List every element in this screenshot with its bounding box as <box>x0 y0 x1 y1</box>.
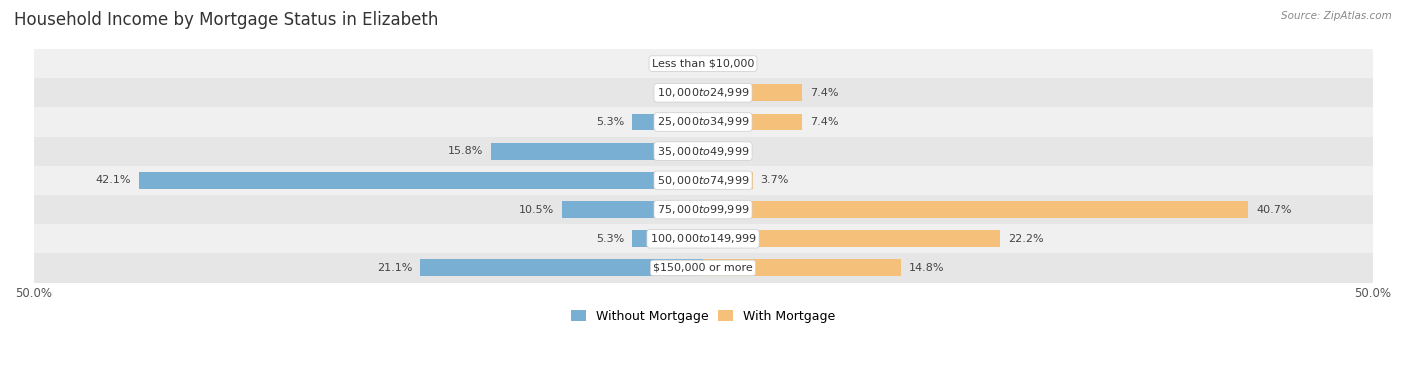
Bar <box>633 113 703 130</box>
Text: $150,000 or more: $150,000 or more <box>654 263 752 273</box>
Text: 0.0%: 0.0% <box>666 88 695 98</box>
Text: $100,000 to $149,999: $100,000 to $149,999 <box>650 232 756 245</box>
Text: 40.7%: 40.7% <box>1256 204 1292 215</box>
Text: 7.4%: 7.4% <box>810 88 838 98</box>
Bar <box>34 195 1372 224</box>
Text: 22.2%: 22.2% <box>1008 234 1043 244</box>
Text: 3.7%: 3.7% <box>761 175 789 185</box>
Text: $25,000 to $34,999: $25,000 to $34,999 <box>657 116 749 129</box>
Bar <box>703 201 1249 218</box>
Text: 10.5%: 10.5% <box>519 204 554 215</box>
Bar <box>34 224 1372 253</box>
Bar <box>703 172 752 189</box>
Text: $10,000 to $24,999: $10,000 to $24,999 <box>657 86 749 99</box>
Bar <box>34 78 1372 107</box>
Bar <box>492 143 703 160</box>
Text: 42.1%: 42.1% <box>96 175 131 185</box>
Text: $50,000 to $74,999: $50,000 to $74,999 <box>657 174 749 187</box>
Bar <box>34 253 1372 282</box>
Bar <box>34 107 1372 136</box>
Text: Source: ZipAtlas.com: Source: ZipAtlas.com <box>1281 11 1392 21</box>
Bar <box>703 259 901 276</box>
Text: 15.8%: 15.8% <box>449 146 484 156</box>
Bar <box>703 230 1000 247</box>
Bar <box>420 259 703 276</box>
Bar <box>633 230 703 247</box>
Text: 0.0%: 0.0% <box>711 146 740 156</box>
Bar <box>703 84 801 101</box>
Text: 14.8%: 14.8% <box>910 263 945 273</box>
Text: 0.0%: 0.0% <box>711 59 740 69</box>
Bar <box>703 113 801 130</box>
Bar <box>34 136 1372 166</box>
Bar <box>139 172 703 189</box>
Bar <box>34 49 1372 78</box>
Bar <box>34 166 1372 195</box>
Legend: Without Mortgage, With Mortgage: Without Mortgage, With Mortgage <box>565 305 841 328</box>
Text: 5.3%: 5.3% <box>596 234 624 244</box>
Text: Household Income by Mortgage Status in Elizabeth: Household Income by Mortgage Status in E… <box>14 11 439 29</box>
Bar <box>562 201 703 218</box>
Text: $75,000 to $99,999: $75,000 to $99,999 <box>657 203 749 216</box>
Text: Less than $10,000: Less than $10,000 <box>652 59 754 69</box>
Text: 7.4%: 7.4% <box>810 117 838 127</box>
Text: 0.0%: 0.0% <box>666 59 695 69</box>
Text: $35,000 to $49,999: $35,000 to $49,999 <box>657 145 749 158</box>
Text: 5.3%: 5.3% <box>596 117 624 127</box>
Text: 21.1%: 21.1% <box>377 263 412 273</box>
